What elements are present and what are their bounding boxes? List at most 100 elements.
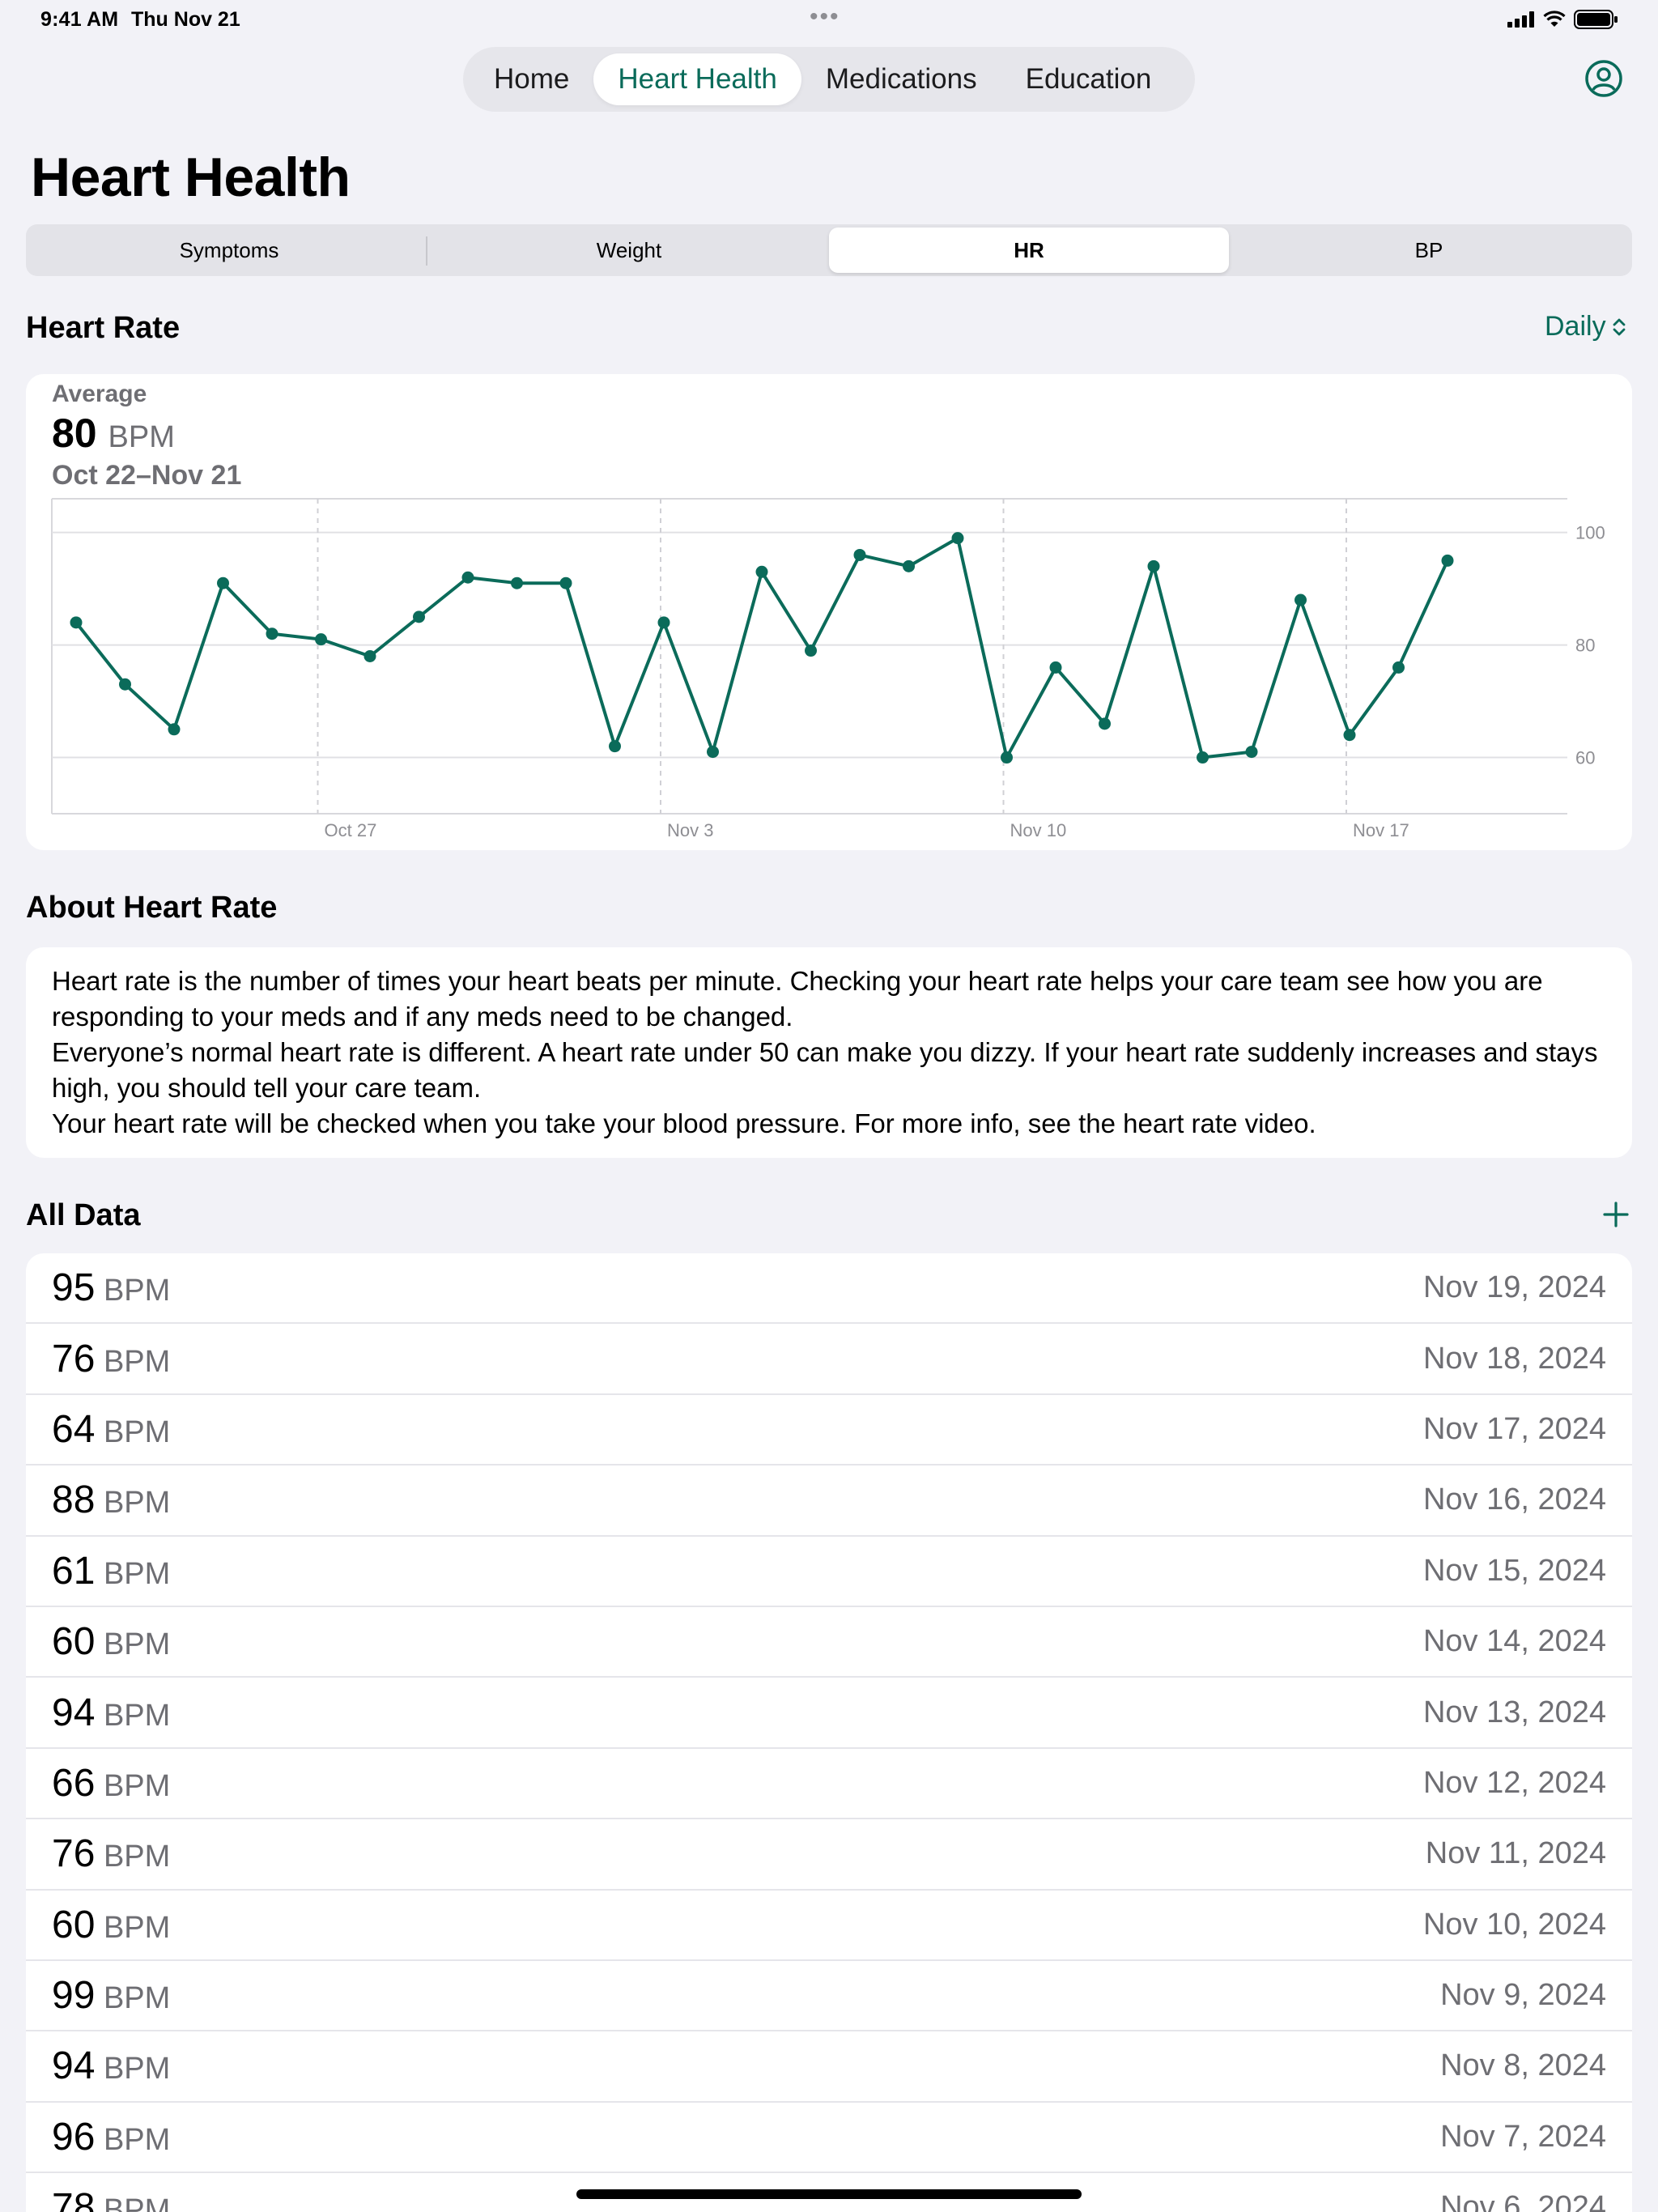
data-point bbox=[1295, 593, 1307, 606]
data-point bbox=[413, 610, 425, 623]
heart-rate-data-list: 95 BPM Nov 19, 2024 76 BPM Nov 18, 2024 64 B… bbox=[26, 1253, 1632, 2212]
data-row-reading: 99 BPM bbox=[52, 1973, 170, 2018]
reading-value: 76 bbox=[52, 1337, 96, 1380]
data-row[interactable]: 76 BPM Nov 11, 2024 bbox=[26, 1819, 1632, 1891]
data-row-reading: 61 BPM bbox=[52, 1549, 170, 1593]
reading-unit: BPM bbox=[95, 1768, 171, 1803]
data-point bbox=[1441, 554, 1454, 567]
reading-date: Nov 19, 2024 bbox=[1422, 1270, 1606, 1305]
reading-unit: BPM bbox=[95, 1910, 171, 1945]
segment-weight[interactable]: Weight bbox=[596, 237, 662, 262]
data-row[interactable]: 60 BPM Nov 10, 2024 bbox=[26, 1891, 1632, 1961]
reading-unit: BPM bbox=[95, 1981, 171, 2016]
data-row[interactable]: 64 BPM Nov 17, 2024 bbox=[26, 1395, 1632, 1466]
about-title: About Heart Rate bbox=[26, 891, 278, 925]
profile-icon[interactable] bbox=[1584, 58, 1624, 99]
reading-date: Nov 15, 2024 bbox=[1422, 1553, 1606, 1588]
data-point bbox=[511, 576, 523, 589]
nav-tab-medications[interactable]: Medications bbox=[825, 63, 977, 95]
reading-unit: BPM bbox=[95, 1556, 171, 1591]
data-point bbox=[363, 650, 376, 662]
data-point bbox=[315, 633, 327, 646]
x-tick-label: Nov 10 bbox=[1010, 820, 1067, 840]
data-row[interactable]: 60 BPM Nov 14, 2024 bbox=[26, 1607, 1632, 1678]
data-point bbox=[657, 616, 670, 629]
data-row[interactable]: 66 BPM Nov 12, 2024 bbox=[26, 1749, 1632, 1820]
segment-symptoms[interactable]: Symptoms bbox=[179, 237, 279, 262]
segment-divider bbox=[426, 236, 427, 266]
y-tick-label: 60 bbox=[1575, 748, 1595, 768]
data-row[interactable]: 99 BPM Nov 9, 2024 bbox=[26, 1961, 1632, 2032]
x-tick-label: Oct 27 bbox=[325, 820, 377, 840]
cellular-signal-icon bbox=[1507, 11, 1534, 28]
data-point bbox=[1001, 751, 1013, 764]
data-point bbox=[1343, 729, 1356, 742]
status-icons bbox=[1507, 10, 1621, 29]
data-point bbox=[168, 723, 181, 736]
heart-rate-line-chart[interactable]: 60 80 100 Oct 27 Nov 3 Nov 10 Nov 17 bbox=[26, 486, 1632, 850]
nav-tab-education[interactable]: Education bbox=[1025, 63, 1152, 95]
reading-value: 99 bbox=[52, 1974, 96, 2018]
data-row-reading: 66 BPM bbox=[52, 1761, 170, 1806]
segment-hr[interactable]: HR bbox=[829, 228, 1229, 273]
data-row-reading: 95 BPM bbox=[52, 1266, 170, 1310]
data-row[interactable]: 88 BPM Nov 16, 2024 bbox=[26, 1465, 1632, 1537]
data-point bbox=[609, 740, 621, 753]
data-point bbox=[707, 746, 719, 759]
reading-date: Nov 7, 2024 bbox=[1440, 2119, 1606, 2154]
x-tick-label: Nov 3 bbox=[667, 820, 713, 840]
y-tick-label: 80 bbox=[1575, 636, 1595, 656]
status-time: 9:41 AM bbox=[40, 8, 119, 31]
reading-unit: BPM bbox=[95, 1840, 171, 1874]
nav-tab-home[interactable]: Home bbox=[494, 63, 570, 95]
segment-bp[interactable]: BP bbox=[1414, 237, 1443, 262]
data-row-reading: 76 BPM bbox=[52, 1831, 170, 1876]
reading-value: 66 bbox=[52, 1761, 96, 1805]
data-row-reading: 60 BPM bbox=[52, 1903, 170, 1947]
wifi-icon bbox=[1543, 11, 1566, 27]
data-point bbox=[266, 627, 278, 640]
data-point bbox=[119, 678, 131, 691]
reading-date: Nov 8, 2024 bbox=[1440, 2048, 1606, 2083]
data-row[interactable]: 94 BPM Nov 8, 2024 bbox=[26, 2031, 1632, 2103]
reading-date: Nov 17, 2024 bbox=[1422, 1411, 1606, 1446]
reading-value: 96 bbox=[52, 2115, 96, 2159]
reading-value: 64 bbox=[52, 1407, 96, 1451]
reading-date: Nov 11, 2024 bbox=[1425, 1836, 1606, 1871]
home-indicator[interactable] bbox=[576, 2189, 1082, 2199]
data-row[interactable]: 78 BPM Nov 6, 2024 bbox=[26, 2173, 1632, 2212]
data-row-reading: 94 BPM bbox=[52, 1691, 170, 1735]
add-icon[interactable] bbox=[1600, 1198, 1632, 1231]
heart-rate-title: Heart Rate bbox=[26, 311, 181, 345]
reading-date: Nov 10, 2024 bbox=[1422, 1907, 1606, 1942]
all-data-title: All Data bbox=[26, 1198, 141, 1232]
reading-unit: BPM bbox=[95, 2122, 171, 2157]
reading-date: Nov 14, 2024 bbox=[1422, 1624, 1606, 1659]
date-range: Oct 22–Nov 21 bbox=[52, 460, 242, 491]
reading-date: Nov 13, 2024 bbox=[1422, 1695, 1606, 1729]
top-navigation: Home Heart Health Medications Education bbox=[463, 47, 1195, 112]
data-point bbox=[853, 548, 866, 561]
status-date: Thu Nov 21 bbox=[131, 8, 240, 31]
about-paragraph-2: Everyone’s normal heart rate is differen… bbox=[52, 1037, 1598, 1103]
data-point bbox=[1197, 751, 1209, 764]
reading-date: Nov 12, 2024 bbox=[1422, 1765, 1606, 1800]
reading-value: 94 bbox=[52, 1691, 96, 1734]
reading-unit: BPM bbox=[95, 1627, 171, 1662]
nav-tab-heart-health[interactable]: Heart Health bbox=[593, 53, 801, 105]
data-row[interactable]: 61 BPM Nov 15, 2024 bbox=[26, 1537, 1632, 1607]
data-row-reading: 88 BPM bbox=[52, 1478, 170, 1522]
data-point bbox=[903, 559, 915, 572]
data-row[interactable]: 94 BPM Nov 13, 2024 bbox=[26, 1678, 1632, 1749]
data-row[interactable]: 95 BPM Nov 19, 2024 bbox=[26, 1253, 1632, 1325]
data-row[interactable]: 96 BPM Nov 7, 2024 bbox=[26, 2103, 1632, 2174]
period-selector[interactable]: Daily bbox=[1545, 311, 1627, 342]
average-unit: BPM bbox=[108, 420, 175, 454]
data-row-reading: 76 BPM bbox=[52, 1337, 170, 1381]
data-point bbox=[559, 576, 572, 589]
reading-date: Nov 6, 2024 bbox=[1440, 2190, 1606, 2212]
data-row[interactable]: 76 BPM Nov 18, 2024 bbox=[26, 1324, 1632, 1395]
multitasking-dots-icon[interactable]: ••• bbox=[810, 3, 840, 30]
data-point bbox=[951, 532, 964, 545]
reading-date: Nov 16, 2024 bbox=[1422, 1482, 1606, 1517]
